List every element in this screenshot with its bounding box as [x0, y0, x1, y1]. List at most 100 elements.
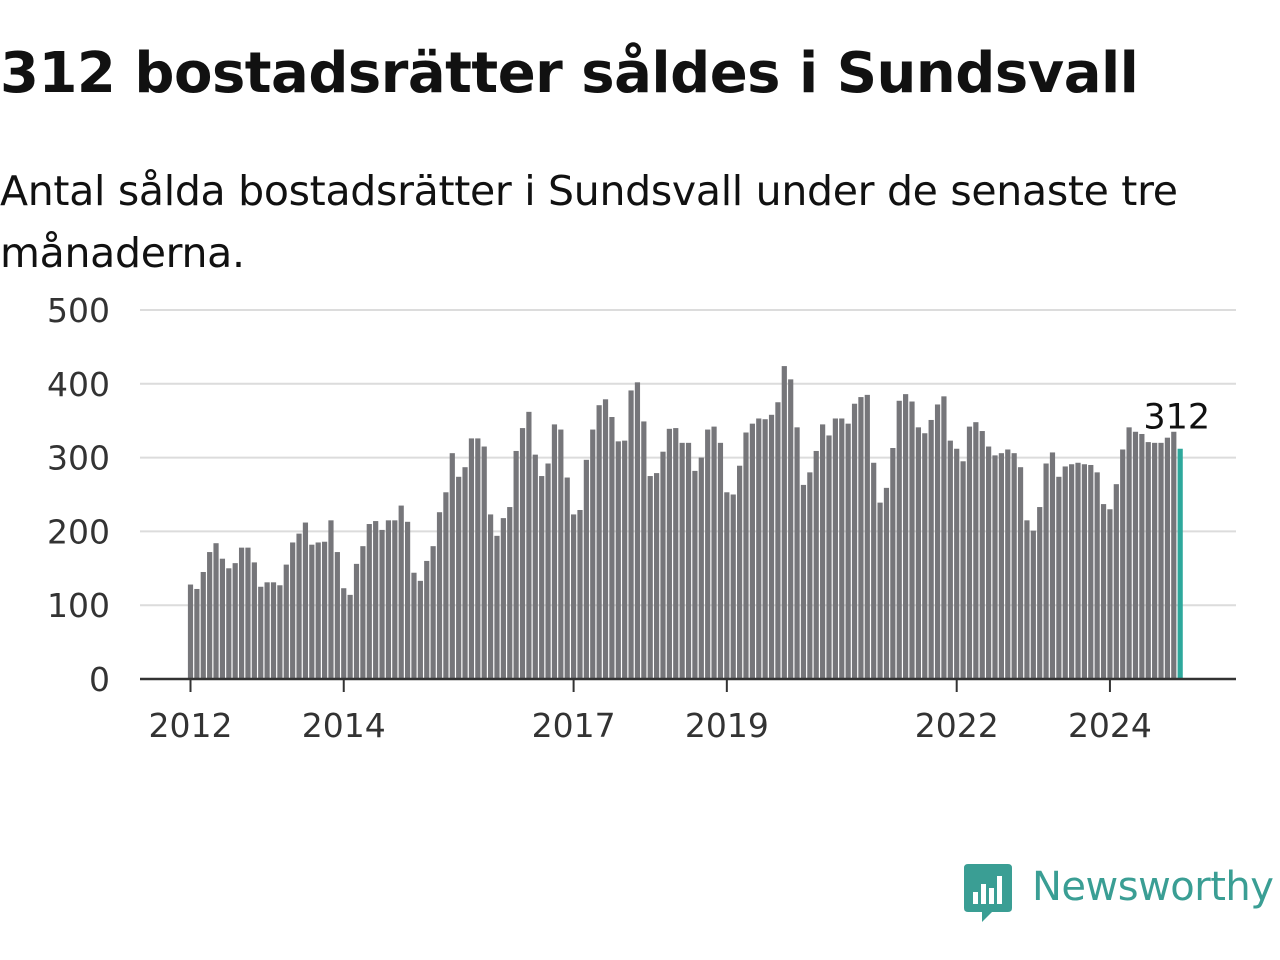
bar: [558, 429, 564, 679]
bar: [851, 403, 858, 679]
bar: [692, 470, 698, 679]
bar: [1171, 431, 1177, 679]
bar: [1152, 442, 1158, 679]
bar: [1094, 472, 1100, 679]
bar: [775, 402, 781, 679]
bar: [858, 397, 864, 679]
bar: [232, 563, 238, 679]
bar: [1107, 509, 1113, 679]
bars: [187, 366, 1183, 679]
bar: [724, 492, 730, 679]
bar: [966, 426, 973, 679]
bar: [213, 543, 219, 679]
bar: [864, 394, 870, 679]
y-tick-label: 500: [47, 291, 110, 330]
x-tick-label: 2024: [1068, 706, 1152, 745]
bar: [845, 423, 851, 679]
bar: [698, 457, 704, 679]
bar: [781, 366, 787, 679]
bar: [404, 521, 411, 679]
bar: [986, 446, 992, 679]
bar: [1030, 530, 1036, 679]
bar: [270, 582, 277, 679]
bar: [749, 423, 755, 679]
bar: [1113, 484, 1119, 679]
bar: [883, 487, 890, 679]
bar: [998, 453, 1004, 679]
bar: [1139, 433, 1145, 679]
bar: [1037, 507, 1043, 679]
bar: [666, 428, 672, 679]
newsworthy-icon: [964, 864, 1012, 922]
bar: [711, 426, 717, 679]
bar: [928, 419, 934, 679]
bar: [449, 453, 455, 679]
bar: [1017, 467, 1024, 679]
x-tick-label: 2019: [685, 706, 769, 745]
bar: [800, 484, 807, 679]
bar: [583, 459, 589, 679]
bar: [596, 405, 602, 679]
bar: [813, 450, 819, 679]
bar: [941, 396, 947, 679]
bar: [730, 494, 736, 679]
bar: [309, 544, 315, 679]
bar: [915, 427, 921, 679]
bar: [1100, 504, 1107, 679]
x-tick-label: 2017: [532, 706, 616, 745]
bar: [411, 572, 417, 679]
x-tick-label: 2014: [302, 706, 386, 745]
bar: [826, 435, 832, 679]
x-tick-label: 2022: [915, 706, 999, 745]
y-tick-label: 300: [47, 439, 110, 478]
bar: [392, 520, 398, 679]
bar: [302, 522, 309, 679]
bar: [347, 594, 353, 679]
bar: [679, 442, 685, 679]
bar: [1069, 464, 1075, 679]
bar: [1120, 449, 1126, 679]
value-label: 312: [1143, 398, 1210, 438]
bar: [200, 571, 206, 679]
bar: [832, 418, 838, 679]
brand-name: Newsworthy: [1032, 864, 1274, 910]
bar: [283, 564, 289, 679]
bar: [526, 411, 532, 679]
bar: [468, 438, 475, 679]
bar: [334, 552, 340, 679]
y-tick-label: 100: [47, 586, 110, 625]
bar: [609, 417, 615, 679]
x-axis: [140, 677, 1236, 692]
bar: [1145, 442, 1151, 679]
bar: [947, 440, 953, 679]
bar: [979, 431, 985, 679]
bar: [1075, 462, 1081, 679]
bar: [622, 440, 628, 679]
bar: [277, 585, 283, 679]
bar: [251, 562, 257, 679]
bar: [660, 451, 666, 679]
bar: [1164, 437, 1171, 679]
bar: [673, 428, 679, 679]
bar: [890, 448, 896, 679]
bar: [973, 422, 979, 679]
bar: [896, 400, 902, 679]
bar: [341, 588, 347, 679]
bar: [373, 521, 379, 679]
bar: [245, 547, 251, 679]
bar: [768, 414, 775, 679]
bar: [737, 465, 743, 679]
bar: [788, 379, 794, 679]
bar: [705, 429, 711, 679]
x-tick-label: 2012: [149, 706, 233, 745]
bar: [909, 401, 915, 679]
bar: [353, 563, 360, 679]
y-tick-label: 200: [47, 512, 110, 551]
bar: [360, 546, 366, 679]
bar: [1005, 449, 1011, 679]
y-tick-label: 400: [47, 365, 110, 404]
bar: [992, 455, 998, 679]
bar: [762, 419, 768, 679]
bar: [207, 552, 213, 679]
bar: [960, 461, 966, 679]
